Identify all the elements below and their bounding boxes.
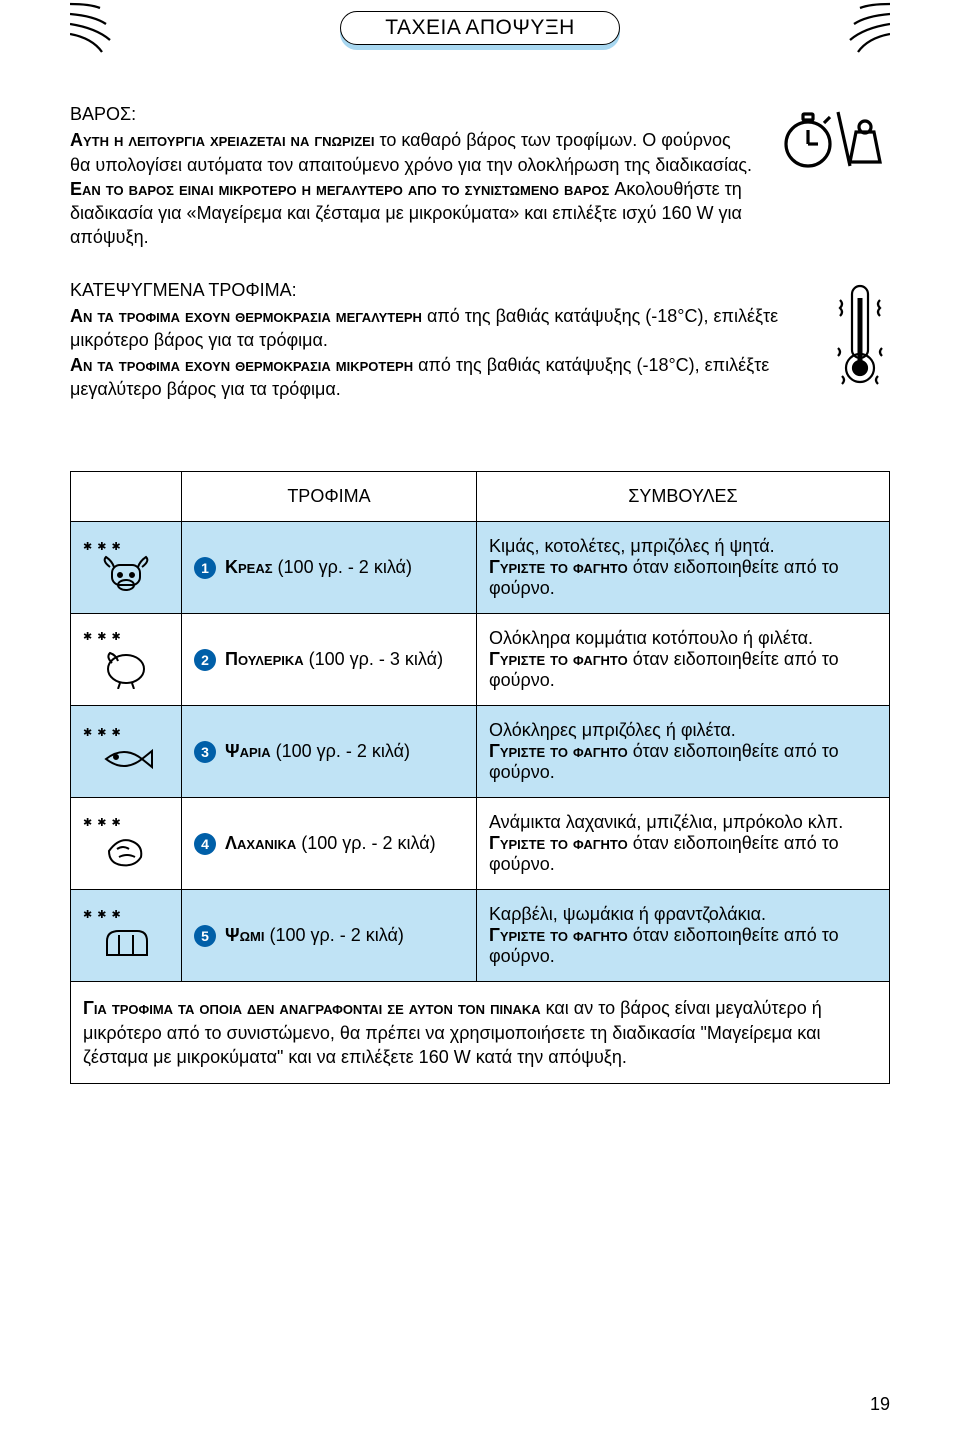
frost-icon: ✱ ✱ ✱ — [83, 540, 169, 553]
table-footnote-row: Για τροφιμα τα οποια δεν αναγραφονται σε… — [71, 982, 890, 1084]
row-food-name: Κρεασ — [225, 557, 273, 577]
table-row: ✱ ✱ ✱ 2 Πουλερικα (100 γρ. - 3 κιλά) — [71, 614, 890, 706]
row-tip2-caps: Γυριστε το φαγητο — [489, 833, 633, 853]
row-tip1: Καρβέλι, ψωμάκια ή φραντζολάκια. — [489, 904, 766, 924]
col-tips: ΣΥΜΒΟΥΛΕΣ — [477, 472, 890, 522]
row-food-name: Λαχανικα — [225, 833, 296, 853]
table-header-row: ΤΡΟΦΙΜΑ ΣΥΜΒΟΥΛΕΣ — [71, 472, 890, 522]
table-row: ✱ ✱ ✱ 5 Ψωμι (100 γρ. - 2 κιλά) Καρβέλι, — [71, 890, 890, 982]
row-food: 1 Κρεασ (100 γρ. - 2 κιλά) — [182, 522, 477, 614]
row-tip: Ανάμικτα λαχανικά, μπιζέλια, μπρόκολο κλ… — [477, 798, 890, 890]
row-tip2-caps: Γυριστε το φαγητο — [489, 649, 633, 669]
page-title: ΤΑΧΕΙΑ ΑΠΟΨΥΞΗ — [340, 11, 620, 45]
table-row: ✱ ✱ ✱ 3 Ψαρια (100 γρ. - 2 κιλά) Ολόκληρ… — [71, 706, 890, 798]
table-footnote: Για τροφιμα τα οποια δεν αναγραφονται σε… — [71, 982, 890, 1084]
section-weight-text: ΒΑΡΟΣ: Αυτη η λειτουργια χρειαζεται να γ… — [70, 102, 756, 250]
frozen-heading: ΚΑΤΕΨΥΓΜΕΝΑ ΤΡΟΦΙΜΑ: — [70, 278, 806, 302]
row-food-name: Ψαρια — [225, 741, 271, 761]
row-food-range: (100 γρ. - 2 κιλά) — [271, 741, 410, 761]
row-food-range: (100 γρ. - 2 κιλά) — [296, 833, 435, 853]
food-table: ΤΡΟΦΙΜΑ ΣΥΜΒΟΥΛΕΣ ✱ ✱ ✱ — [70, 471, 890, 1084]
frozen-p2-caps: Αν τα τροφιμα εχουν θερμοκρασια μικροτερ… — [70, 355, 418, 375]
frozen-p1-caps: Αν τα τροφιμα εχουν θερμοκρασια μεγαλυτε… — [70, 306, 427, 326]
row-food: 2 Πουλερικα (100 γρ. - 3 κιλά) — [182, 614, 477, 706]
row-tip2-caps: Γυριστε το φαγητο — [489, 741, 633, 761]
row-tip1: Κιμάς, κοτολέτες, μπριζόλες ή ψητά. — [489, 536, 775, 556]
row-icon-cell: ✱ ✱ ✱ — [71, 614, 182, 706]
rays-left-icon — [70, 0, 130, 56]
row-food: 3 Ψαρια (100 γρ. - 2 κιλά) — [182, 706, 477, 798]
row-icon-cell: ✱ ✱ ✱ — [71, 522, 182, 614]
row-food-range: (100 γρ. - 2 κιλά) — [273, 557, 412, 577]
row-tip: Ολόκληρα κομμάτια κοτόπουλο ή φιλέτα. Γυ… — [477, 614, 890, 706]
row-tip1: Ολόκληρα κομμάτια κοτόπουλο ή φιλέτα. — [489, 628, 813, 648]
frost-icon: ✱ ✱ ✱ — [83, 816, 169, 829]
row-food-name: Πουλερικα — [225, 649, 304, 669]
vegetables-icon — [101, 831, 151, 871]
section-weight: ΒΑΡΟΣ: Αυτη η λειτουργια χρειαζεται να γ… — [70, 102, 890, 250]
rays-right-icon — [830, 0, 890, 56]
poultry-icon — [98, 645, 154, 689]
header: ΤΑΧΕΙΑ ΑΠΟΨΥΞΗ — [70, 0, 890, 56]
col-food: ΤΡΟΦΙΜΑ — [182, 472, 477, 522]
row-icon-cell: ✱ ✱ ✱ — [71, 890, 182, 982]
table-row: ✱ ✱ ✱ 4 Λαχανικα (100 γρ. - 2 κιλά) Ανάμ… — [71, 798, 890, 890]
row-icon-cell: ✱ ✱ ✱ — [71, 798, 182, 890]
frost-icon: ✱ ✱ ✱ — [83, 726, 169, 739]
frost-icon: ✱ ✱ ✱ — [83, 908, 169, 921]
row-tip: Κιμάς, κοτολέτες, μπριζόλες ή ψητά. Γυρι… — [477, 522, 890, 614]
row-num: 2 — [194, 649, 216, 671]
row-tip: Ολόκληρες μπριζόλες ή φιλέτα. Γυριστε το… — [477, 706, 890, 798]
row-food-range: (100 γρ. - 2 κιλά) — [264, 925, 403, 945]
row-food-name: Ψωμι — [225, 925, 264, 945]
row-food: 4 Λαχανικα (100 γρ. - 2 κιλά) — [182, 798, 477, 890]
thermometer-icon — [830, 278, 890, 388]
row-icon-cell: ✱ ✱ ✱ — [71, 706, 182, 798]
section-frozen-text: ΚΑΤΕΨΥΓΜΕΝΑ ΤΡΟΦΙΜΑ: Αν τα τροφιμα εχουν… — [70, 278, 806, 401]
row-tip2-caps: Γυριστε το φαγητο — [489, 925, 633, 945]
weight-p1-caps: Αυτη η λειτουργια χρειαζεται να γνωριζει — [70, 130, 379, 150]
row-num: 3 — [194, 741, 216, 763]
row-num: 5 — [194, 925, 216, 947]
row-num: 4 — [194, 833, 216, 855]
weight-heading: ΒΑΡΟΣ: — [70, 102, 756, 126]
footnote-caps: Για τροφιμα τα οποια δεν αναγραφονται σε… — [83, 998, 546, 1018]
page: ΤΑΧΕΙΑ ΑΠΟΨΥΞΗ ΒΑΡΟΣ: Αυτη η λειτουργια … — [0, 0, 960, 1439]
col-icon — [71, 472, 182, 522]
row-tip: Καρβέλι, ψωμάκια ή φραντζολάκια. Γυριστε… — [477, 890, 890, 982]
row-tip2-caps: Γυριστε το φαγητο — [489, 557, 633, 577]
cow-icon — [98, 555, 154, 595]
bread-icon — [99, 923, 153, 963]
row-num: 1 — [194, 557, 216, 579]
row-tip1: Ανάμικτα λαχανικά, μπιζέλια, μπρόκολο κλ… — [489, 812, 843, 832]
row-food: 5 Ψωμι (100 γρ. - 2 κιλά) — [182, 890, 477, 982]
weight-p2-caps: Εαν το βαρος ειναι μικροτερο η μεγαλυτερ… — [70, 179, 614, 199]
frost-icon: ✱ ✱ ✱ — [83, 630, 169, 643]
table-row: ✱ ✱ ✱ 1 Κρεασ (100 γρ. - — [71, 522, 890, 614]
row-food-range: (100 γρ. - 3 κιλά) — [304, 649, 443, 669]
fish-icon — [96, 741, 156, 777]
page-number: 19 — [870, 1394, 890, 1415]
row-tip1: Ολόκληρες μπριζόλες ή φιλέτα. — [489, 720, 736, 740]
section-frozen: ΚΑΤΕΨΥΓΜΕΝΑ ΤΡΟΦΙΜΑ: Αν τα τροφιμα εχουν… — [70, 278, 890, 401]
clock-weight-icon — [780, 102, 890, 174]
